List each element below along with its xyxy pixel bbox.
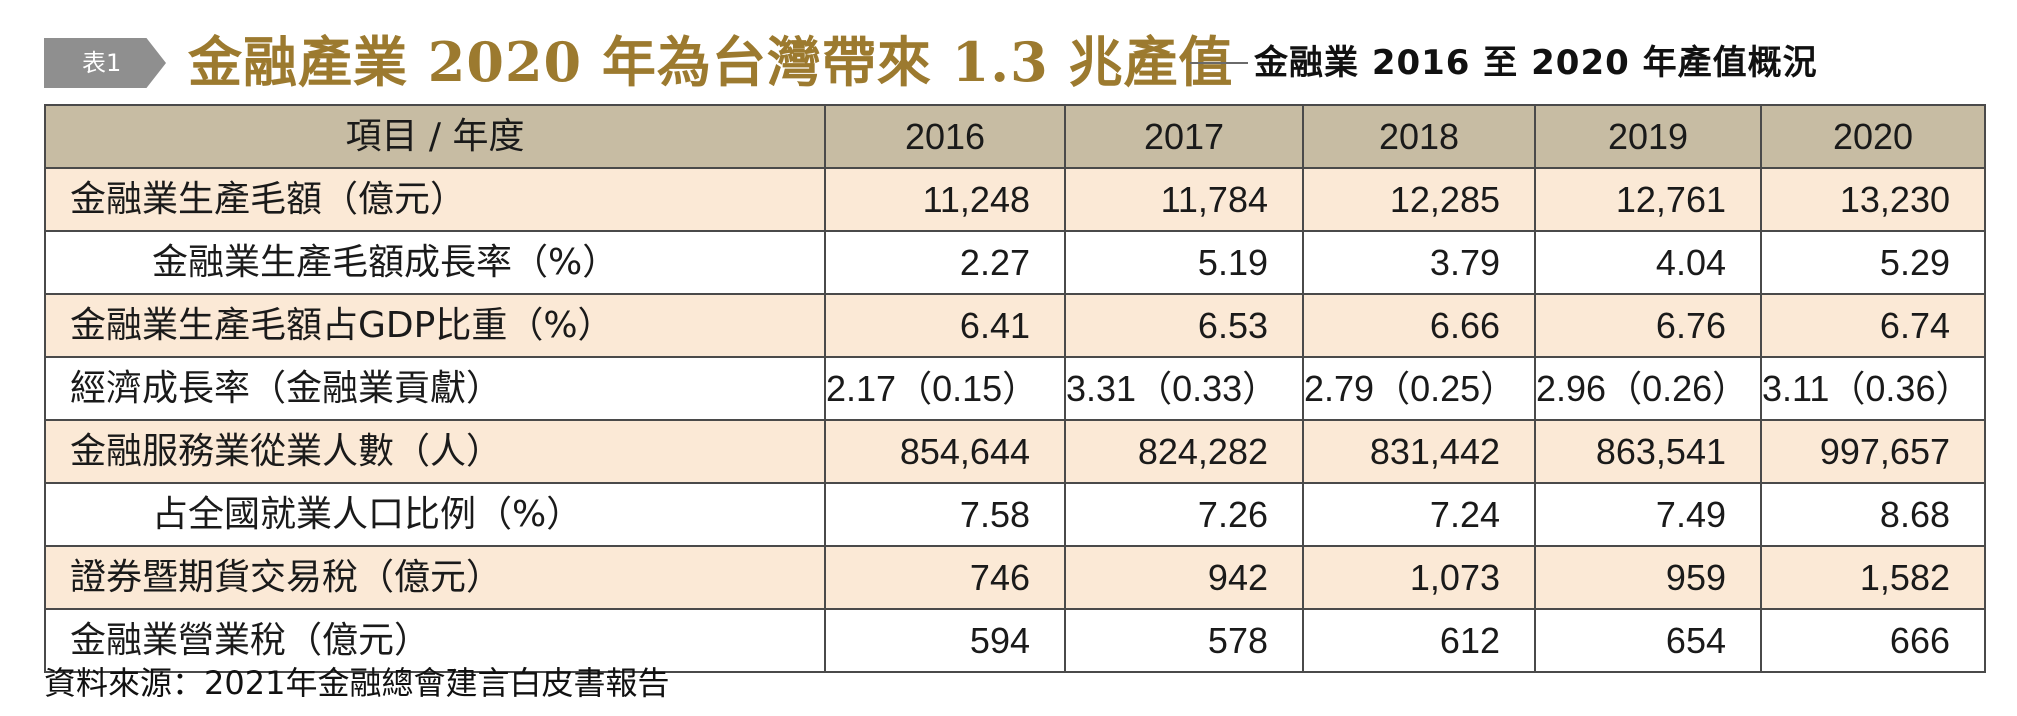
row-value-cell: 8.68 (1760, 482, 1986, 547)
column-header-year: 2019 (1534, 104, 1762, 169)
row-value-cell: 6.41 (824, 293, 1066, 358)
source-note: 資料來源：2021年金融總會建言白皮書報告 (44, 664, 670, 702)
table-row: 經濟成長率（金融業貢獻） 2.17（0.15） 3.31（0.33） 2.79（0.2… (44, 356, 1986, 421)
table-number-label: 表1 (82, 49, 122, 77)
row-value-cell: 12,285 (1302, 167, 1536, 232)
row-label: 證券暨期貨交易稅（億元） (44, 545, 826, 610)
row-value-cell: 863,541 (1534, 419, 1762, 484)
column-header-year: 2016 (824, 104, 1066, 169)
row-value-cell: 746 (824, 545, 1066, 610)
row-value-cell: 854,644 (824, 419, 1066, 484)
row-value-cell: 12,761 (1534, 167, 1762, 232)
row-value-cell: 6.76 (1534, 293, 1762, 358)
column-header-item: 項目 / 年度 (44, 104, 826, 169)
row-value-cell: 666 (1760, 608, 1986, 673)
row-value-cell: 2.27 (824, 230, 1066, 295)
table-row: 占全國就業人口比例（%） 7.58 7.26 7.24 7.49 8.68 (44, 482, 1986, 547)
row-label: 金融業生產毛額成長率（%） (44, 230, 826, 295)
row-label: 經濟成長率（金融業貢獻） (44, 356, 826, 421)
row-label: 金融業生產毛額占GDP比重（%） (44, 293, 826, 358)
table-row: 金融業生產毛額成長率（%） 2.27 5.19 3.79 4.04 5.29 (44, 230, 1986, 295)
page-title: 金融產業 2020 年為台灣帶來 1.3 兆產值 (188, 30, 1234, 94)
row-value-cell: 7.24 (1302, 482, 1536, 547)
row-value-cell: 3.79 (1302, 230, 1536, 295)
row-value-cell: 824,282 (1064, 419, 1304, 484)
table-row: 金融服務業從業人數（人） 854,644 824,282 831,442 863,541… (44, 419, 1986, 484)
row-value-cell: 594 (824, 608, 1066, 673)
row-value-cell: 1,073 (1302, 545, 1536, 610)
row-value-cell: 5.19 (1064, 230, 1304, 295)
row-label: 金融業營業稅（億元） (44, 608, 826, 673)
column-header-year: 2020 (1760, 104, 1986, 169)
table-row: 金融業營業稅（億元） 594 578 612 654 666 (44, 608, 1986, 673)
row-value-cell: 4.04 (1534, 230, 1762, 295)
row-value-cell: 11,784 (1064, 167, 1304, 232)
row-label: 金融業生產毛額（億元） (44, 167, 826, 232)
table-header-row: 項目 / 年度 2016 2017 2018 2019 2020 (44, 104, 1986, 169)
row-value-cell: 5.29 (1760, 230, 1986, 295)
row-value-cell: 2.96（0.26） (1534, 356, 1762, 421)
financial-output-table: 項目 / 年度 2016 2017 2018 2019 2020 金融業生產毛額… (44, 104, 1986, 673)
row-value-cell: 997,657 (1760, 419, 1986, 484)
column-header-year: 2018 (1302, 104, 1536, 169)
row-value-cell: 7.49 (1534, 482, 1762, 547)
row-value-cell: 3.31（0.33） (1064, 356, 1304, 421)
title-dash-divider (1190, 62, 1248, 64)
row-value-cell: 1,582 (1760, 545, 1986, 610)
row-value-cell: 7.58 (824, 482, 1066, 547)
row-value-cell: 2.17（0.15） (824, 356, 1066, 421)
row-value-cell: 6.66 (1302, 293, 1536, 358)
row-label: 金融服務業從業人數（人） (44, 419, 826, 484)
row-value-cell: 831,442 (1302, 419, 1536, 484)
row-value-cell: 612 (1302, 608, 1536, 673)
row-value-cell: 2.79（0.25） (1302, 356, 1536, 421)
row-value-cell: 3.11（0.36） (1760, 356, 1986, 421)
table-row: 金融業生產毛額占GDP比重（%） 6.41 6.53 6.66 6.76 6.74 (44, 293, 1986, 358)
row-value-cell: 13,230 (1760, 167, 1986, 232)
row-value-cell: 6.53 (1064, 293, 1304, 358)
row-value-cell: 7.26 (1064, 482, 1304, 547)
row-label: 占全國就業人口比例（%） (44, 482, 826, 547)
row-value-cell: 942 (1064, 545, 1304, 610)
row-value-cell: 578 (1064, 608, 1304, 673)
table-body: 金融業生產毛額（億元） 11,248 11,784 12,285 12,761 13,23… (44, 167, 1986, 673)
column-header-year: 2017 (1064, 104, 1304, 169)
row-value-cell: 959 (1534, 545, 1762, 610)
table-row: 金融業生產毛額（億元） 11,248 11,784 12,285 12,761 13,23… (44, 167, 1986, 232)
row-value-cell: 6.74 (1760, 293, 1986, 358)
row-value-cell: 654 (1534, 608, 1762, 673)
table-number-tag: 表1 (44, 38, 166, 88)
table-row: 證券暨期貨交易稅（億元） 746 942 1,073 959 1,582 (44, 545, 1986, 610)
row-value-cell: 11,248 (824, 167, 1066, 232)
table-subtitle: 金融業 2016 至 2020 年產值概況 (1254, 43, 1818, 83)
